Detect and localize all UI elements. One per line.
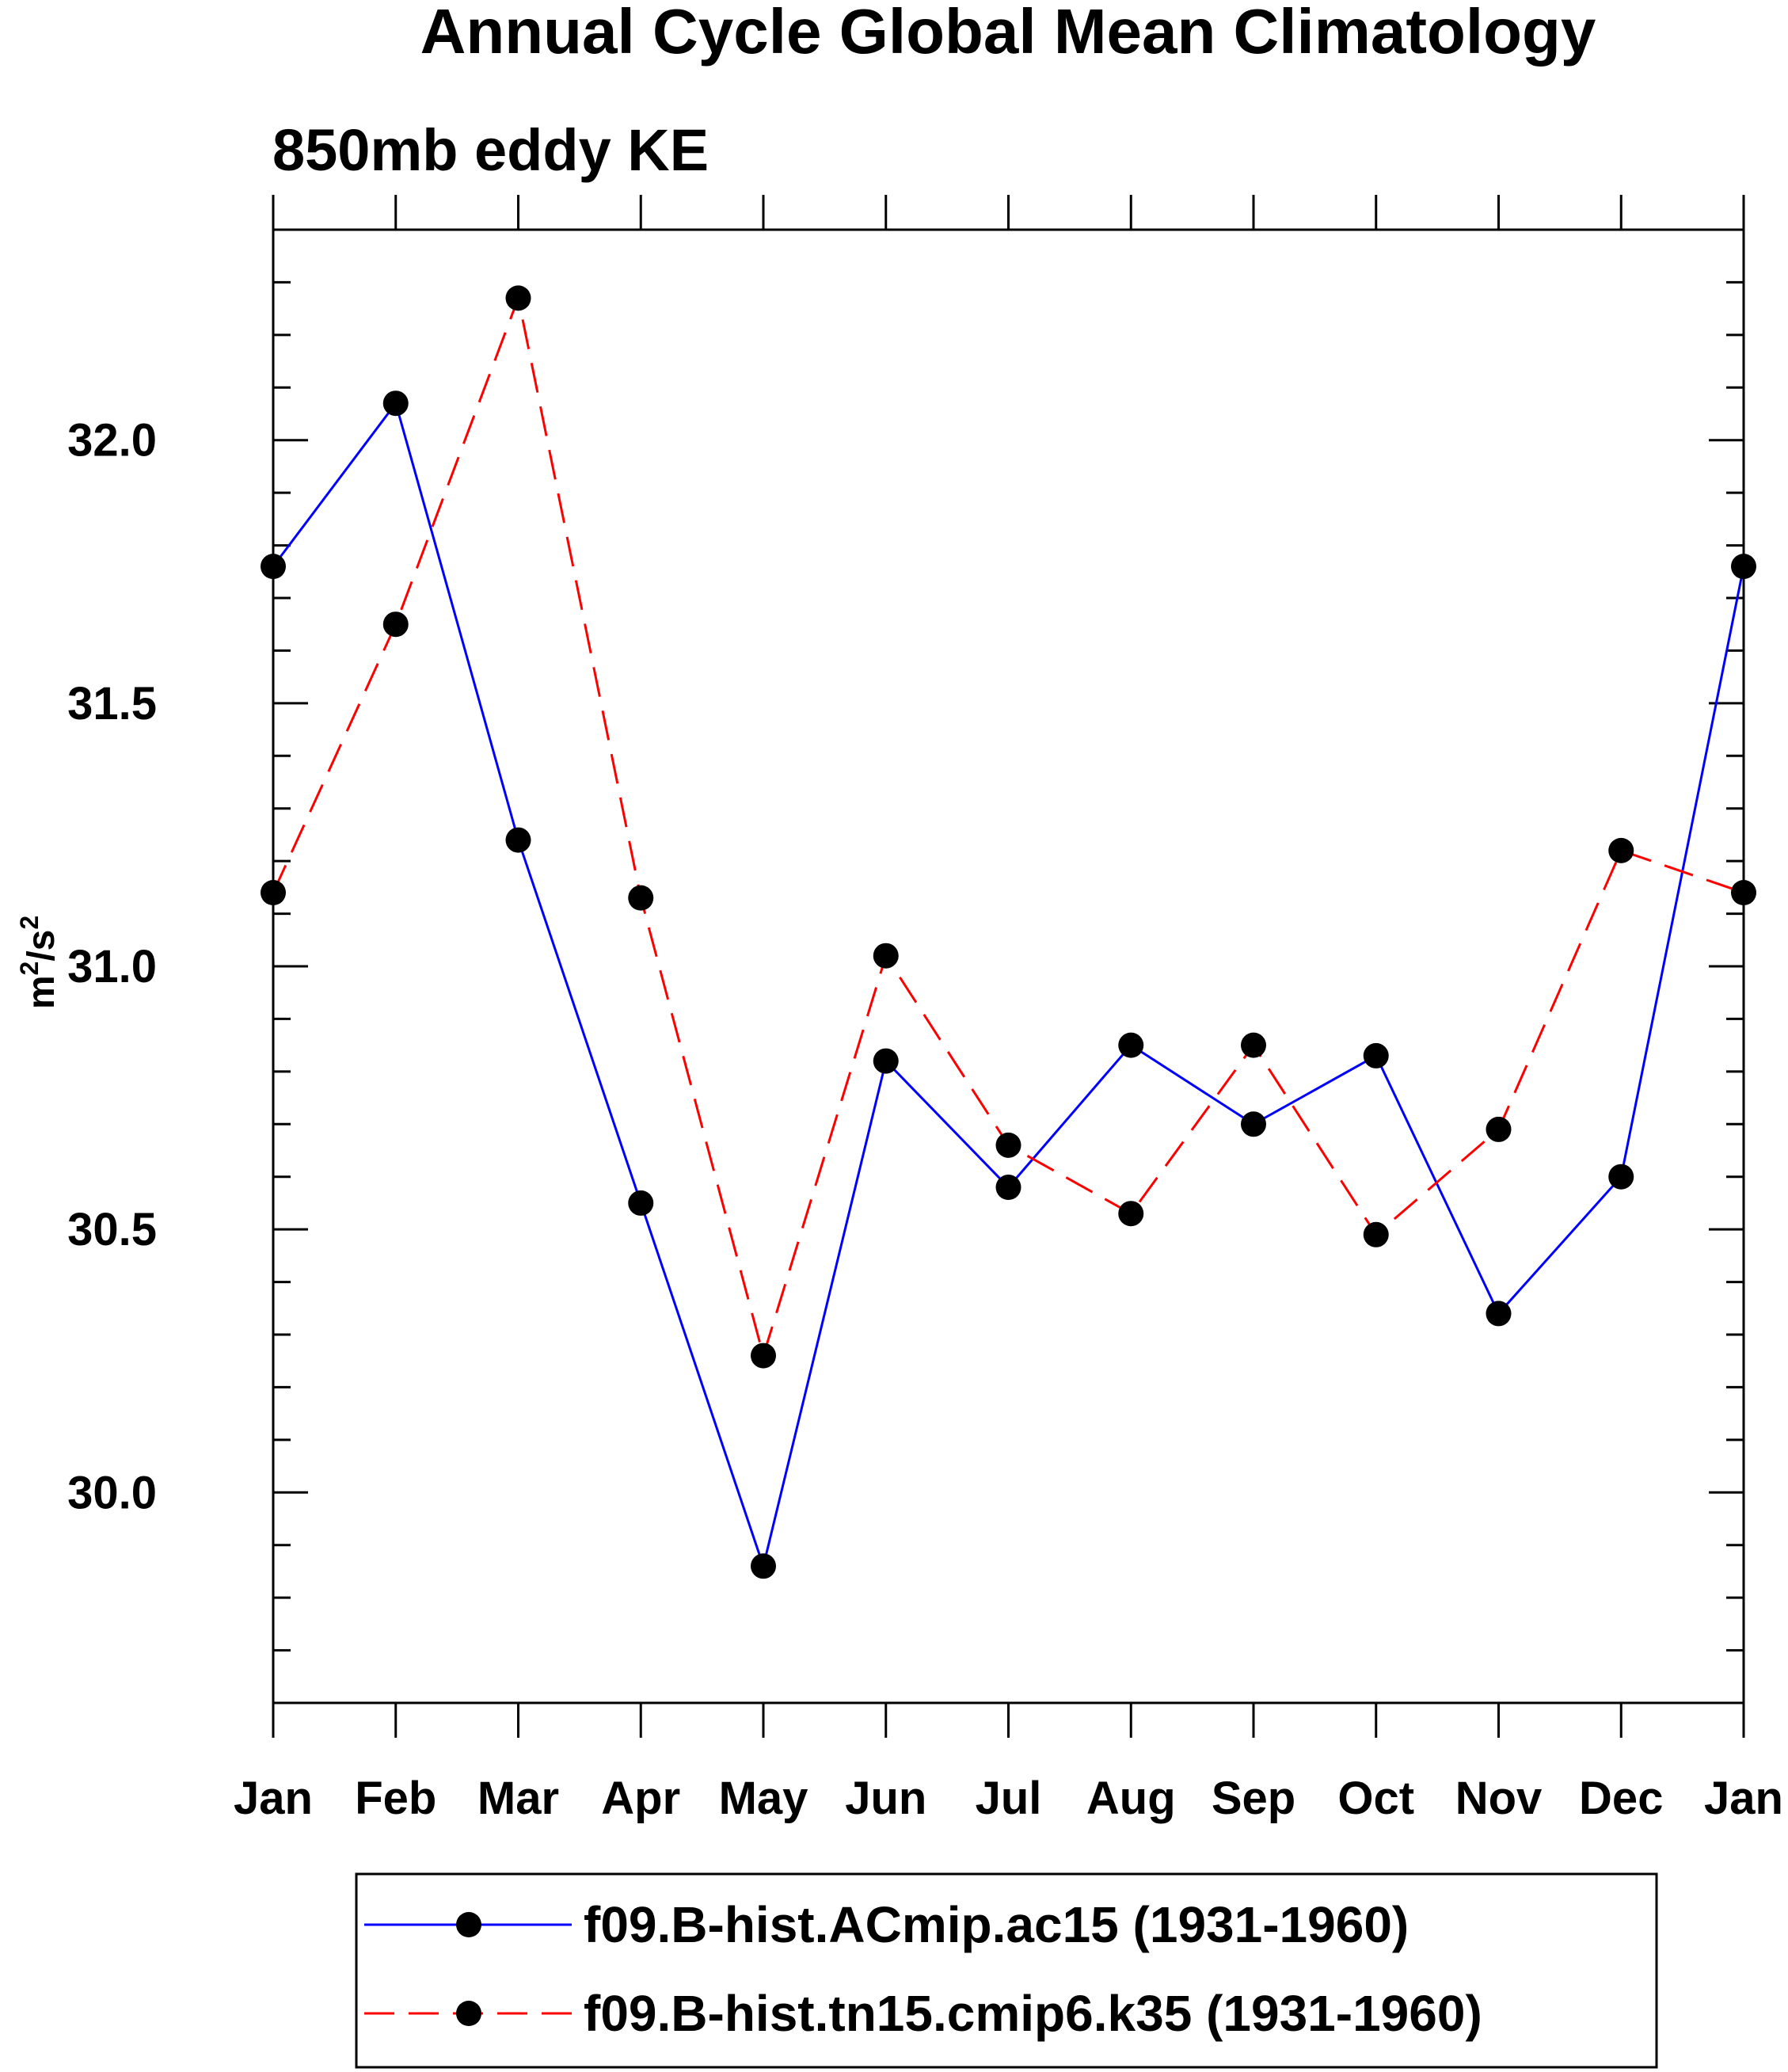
- series-2-point: [995, 1132, 1021, 1158]
- series-2-point: [751, 1343, 776, 1369]
- series-2-point: [505, 285, 531, 311]
- x-tick-label: Feb: [355, 1773, 436, 1824]
- chart-subtitle: 850mb eddy KE: [272, 117, 709, 183]
- series-2-point: [1118, 1201, 1144, 1227]
- x-tick-label: Jun: [845, 1773, 926, 1824]
- chart-title: Annual Cycle Global Mean Climatology: [420, 0, 1596, 67]
- series-2-point: [1363, 1221, 1389, 1247]
- series-1-point: [995, 1175, 1021, 1200]
- legend-label-series-2: f09.B-hist.tn15.cmip6.k35 (1931-1960): [584, 1985, 1482, 2042]
- series-1-point: [382, 390, 409, 417]
- y-tick-label: 31.5: [67, 678, 157, 729]
- series-1-line: [272, 400, 1745, 1571]
- x-tick-label: Mar: [477, 1773, 559, 1824]
- y-tick-label: 32.0: [67, 415, 157, 467]
- x-tick-label: Jan: [1704, 1773, 1783, 1824]
- x-tick-label: Jan: [234, 1773, 313, 1824]
- series-1-point: [505, 827, 531, 853]
- legend-box: [355, 1872, 1658, 2069]
- y-tick-label: 30.5: [67, 1204, 157, 1255]
- x-tick-label: May: [719, 1773, 808, 1824]
- legend-label-series-1: f09.B-hist.ACmip.ac15 (1931-1960): [584, 1896, 1409, 1953]
- series-1-point: [261, 554, 286, 580]
- series-1-point: [1608, 1164, 1634, 1190]
- y-tick-label: 31.0: [67, 941, 157, 992]
- series-1-point: [1118, 1032, 1144, 1058]
- series-1-point: [751, 1553, 776, 1579]
- series-2-point: [873, 943, 899, 969]
- x-tick-label: Nov: [1455, 1773, 1543, 1824]
- y-axis-label: m2/s2: [15, 916, 63, 1009]
- series-1-point: [1731, 554, 1756, 580]
- series-1-point: [1486, 1301, 1512, 1327]
- series-2-point: [1608, 837, 1634, 863]
- y-tick-label: 30.0: [67, 1467, 157, 1518]
- legend: f09.B-hist.ACmip.ac15 (1931-1960) f09.B-…: [355, 1872, 1658, 2069]
- series-1-point: [1241, 1111, 1266, 1137]
- series-2-point: [382, 611, 409, 638]
- series-1-point: [628, 1190, 654, 1216]
- series-2-point: [1486, 1116, 1512, 1142]
- x-tick-label: Apr: [601, 1773, 680, 1824]
- legend-marker-series-2: [456, 2001, 481, 2026]
- series-1-point: [873, 1048, 899, 1074]
- series-2-point: [1731, 880, 1756, 905]
- legend-marker-series-1: [456, 1912, 481, 1937]
- x-tick-label: Oct: [1337, 1773, 1414, 1824]
- series-1-point: [1363, 1042, 1389, 1068]
- series-2-point: [261, 880, 286, 905]
- plot-frame: [272, 228, 1745, 1704]
- series-2-point: [1241, 1032, 1266, 1058]
- x-tick-label: Sep: [1212, 1773, 1295, 1824]
- series-2-point: [628, 885, 654, 911]
- x-tick-label: Aug: [1086, 1773, 1176, 1824]
- x-tick-label: Dec: [1579, 1773, 1663, 1824]
- x-tick-label: Jul: [976, 1773, 1042, 1824]
